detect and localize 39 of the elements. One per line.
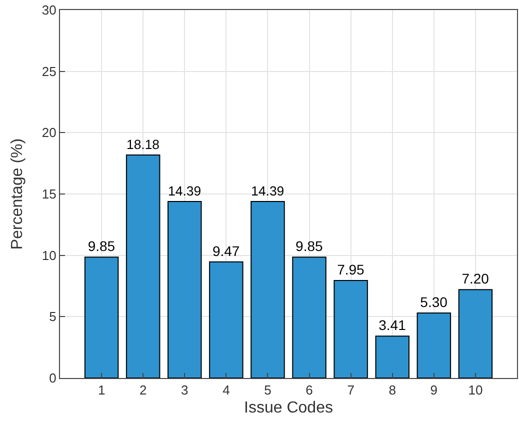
y-tick-label: 5 <box>49 309 56 324</box>
data-label: 9.85 <box>296 238 323 254</box>
data-label: 14.39 <box>251 184 284 199</box>
data-label: 14.39 <box>168 184 202 199</box>
bar <box>250 200 285 378</box>
x-tick-label: 6 <box>306 382 313 398</box>
x-tick-label: 10 <box>468 382 483 398</box>
data-label: 7.20 <box>462 270 490 287</box>
y-tick-label: 15 <box>42 186 56 202</box>
x-tick-label: 1 <box>98 382 106 398</box>
x-tick-label: 8 <box>388 382 396 398</box>
y-tick-label: 30 <box>42 2 56 18</box>
bar <box>209 261 244 378</box>
y-tick-label: 10 <box>42 248 56 263</box>
data-label: 9.47 <box>212 242 240 259</box>
bar <box>84 256 119 378</box>
bar <box>334 280 368 378</box>
x-tick-label: 4 <box>222 382 230 398</box>
data-label: 5.30 <box>420 294 448 310</box>
y-tick-label: 0 <box>49 370 56 386</box>
x-tick-label: 3 <box>181 382 188 398</box>
y-tick-label: 25 <box>42 64 56 79</box>
x-axis-title: Issue Codes <box>244 399 333 416</box>
x-tick-label: 2 <box>139 382 147 398</box>
x-tick-label: 9 <box>430 382 438 398</box>
data-label: 3.41 <box>378 317 406 334</box>
bar <box>168 200 202 378</box>
data-label: 7.95 <box>337 261 365 278</box>
bar <box>416 312 452 378</box>
y-axis-title: Percentage (%) <box>8 138 26 250</box>
x-tick-label: 7 <box>347 382 354 398</box>
data-label: 9.85 <box>88 238 116 254</box>
x-tick-label: 5 <box>264 382 272 398</box>
y-tick-label: 20 <box>42 125 56 140</box>
bar <box>375 336 410 378</box>
bar <box>292 256 326 378</box>
bar <box>458 289 493 378</box>
bar <box>126 154 160 378</box>
data-label: 18.18 <box>126 137 160 152</box>
